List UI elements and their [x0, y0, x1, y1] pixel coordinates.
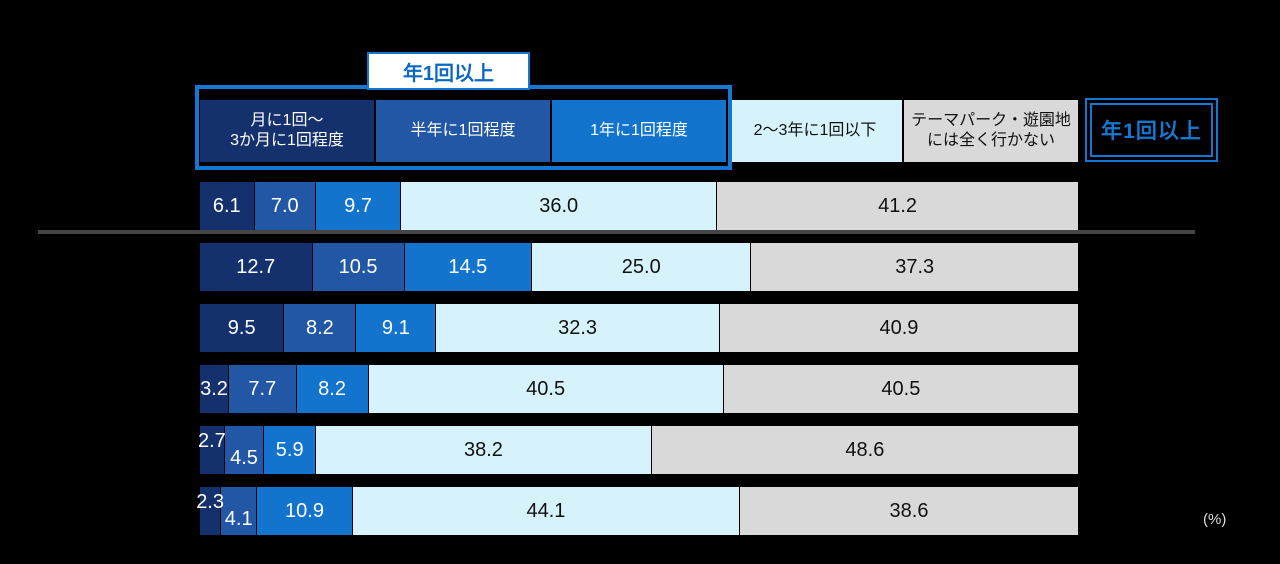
bar-value-label: 4.5 — [230, 446, 258, 469]
bar-segment: 3.2 — [200, 365, 229, 413]
bar-value-label: 48.6 — [845, 438, 885, 461]
bar-value-label: 38.2 — [464, 438, 503, 461]
bar-value-label: 25.0 — [621, 255, 661, 278]
legend-row: 月に1回〜 3か月に1回程度 半年に1回程度 1年に1回程度 2〜3年に1回以下 テーマ… — [200, 100, 1078, 162]
bar-row: 2.7 4.5 5.9 38.2 48.6 — [197, 426, 1078, 474]
legend-item: 半年に1回程度 — [376, 100, 550, 162]
bar-row: 9.5 8.2 9.1 32.3 40.9 — [200, 304, 1078, 352]
bar-segment: 10.5 — [311, 243, 404, 291]
bar-value-label: 44.1 — [526, 499, 566, 522]
bar-value-label: 12.7 — [236, 255, 276, 278]
bar-value-label: 4.1 — [224, 507, 253, 530]
bar-segment: 40.5 — [367, 365, 723, 413]
bar-segment: 10.9 — [256, 487, 352, 535]
bar-segment: 7.7 — [228, 365, 296, 413]
year1-top-label: 年1回以上 — [367, 52, 530, 90]
bar-segment: 14.5 — [403, 243, 531, 291]
bar-value-label: 6.1 — [212, 194, 241, 217]
bar-segment: 8.2 — [295, 365, 368, 413]
bar-value-label: 10.5 — [338, 255, 378, 278]
bar-segment: 7.0 — [253, 182, 315, 230]
bar-segment: 9.5 — [200, 304, 284, 352]
bar-row: 3.2 7.7 8.2 40.5 40.5 — [200, 365, 1078, 413]
bar-value-label: 10.9 — [285, 499, 324, 522]
unit-label: (%) — [1203, 511, 1227, 528]
bar-segment: 38.6 — [739, 487, 1078, 535]
bar-value-label: 36.0 — [539, 194, 579, 217]
bars: 6.1 7.0 9.7 36.0 41.2 12.7 10.5 14.5 25.0 37.3 9.5… — [196, 182, 1078, 535]
legend-item: 月に1回〜 3か月に1回程度 — [200, 100, 374, 162]
bar-segment: 12.7 — [200, 243, 312, 291]
bar-value-label: 9.1 — [381, 316, 410, 339]
bar-value-label: 40.9 — [879, 316, 919, 339]
bar-segment: 40.5 — [722, 365, 1078, 413]
legend-item: 2〜3年に1回以下 — [728, 100, 902, 162]
bar-value-label: 40.5 — [526, 377, 566, 400]
bar-segment: 44.1 — [351, 487, 740, 535]
bar-value-label: 14.5 — [448, 255, 488, 278]
year1-right-label: 年1回以上 — [1085, 98, 1218, 162]
bar-segment: 8.2 — [283, 304, 356, 352]
bar-segment: 40.9 — [718, 304, 1078, 352]
bar-value-label: 5.9 — [275, 438, 304, 461]
bar-row: 6.1 7.0 9.7 36.0 41.2 — [200, 182, 1078, 230]
legend-item: テーマパーク・遊園地 には全く行かない — [904, 100, 1078, 162]
bar-segment: 9.7 — [315, 182, 401, 230]
bar-value-label: 41.2 — [878, 194, 918, 217]
bar-segment: 48.6 — [650, 426, 1078, 474]
bar-segment: 37.3 — [750, 243, 1078, 291]
bar-segment: 4.1 — [220, 487, 257, 535]
bar-row: 12.7 10.5 14.5 25.0 37.3 — [200, 243, 1078, 291]
legend-item: 1年に1回程度 — [552, 100, 726, 162]
bar-segment: 2.7 — [197, 426, 226, 474]
bar-row: 2.3 4.1 10.9 44.1 38.6 — [196, 487, 1078, 535]
bar-value-label: 2.3 — [196, 490, 224, 513]
bar-value-label: 3.2 — [200, 377, 228, 400]
bar-value-label: 7.7 — [248, 377, 277, 400]
bar-segment: 36.0 — [400, 182, 717, 230]
bar-segment: 32.3 — [435, 304, 719, 352]
bar-value-label: 32.3 — [558, 316, 598, 339]
bar-value-label: 9.5 — [227, 316, 256, 339]
bar-segment: 5.9 — [263, 426, 316, 474]
bar-segment: 2.3 — [196, 487, 224, 535]
bar-segment: 25.0 — [530, 243, 751, 291]
bar-value-label: 37.3 — [895, 255, 935, 278]
bar-value-label: 8.2 — [318, 377, 346, 400]
bar-value-label: 38.6 — [889, 499, 929, 522]
bar-segment: 38.2 — [315, 426, 651, 474]
bar-value-label: 40.5 — [881, 377, 921, 400]
bar-value-label: 9.7 — [344, 194, 372, 217]
bar-value-label: 8.2 — [305, 316, 334, 339]
bar-value-label: 7.0 — [270, 194, 299, 217]
bar-segment: 9.1 — [355, 304, 436, 352]
bar-value-label: 2.7 — [197, 429, 226, 452]
bar-segment: 41.2 — [716, 182, 1078, 230]
bar-segment: 6.1 — [200, 182, 254, 230]
bar-segment: 4.5 — [223, 426, 264, 474]
separator-line — [38, 230, 1195, 234]
